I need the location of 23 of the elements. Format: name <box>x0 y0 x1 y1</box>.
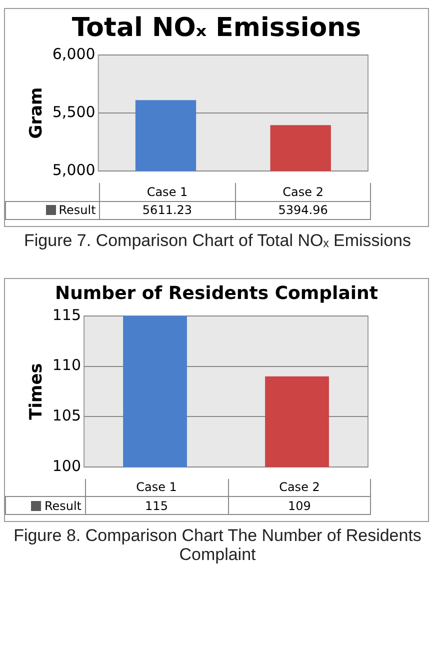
data-label: 109 <box>228 496 371 514</box>
y-axis-title: Times <box>26 362 47 420</box>
y-tick-label: 105 <box>52 406 82 424</box>
data-label: 115 <box>85 496 228 514</box>
x-tick-label: Case 1 <box>85 478 228 496</box>
x-tick-label: Case 2 <box>228 478 371 496</box>
x-tick-label: Case 1 <box>99 183 236 201</box>
y-tick-label: 110 <box>52 356 82 374</box>
y-tick-label: 5,000 <box>52 160 96 179</box>
y-axis-title: Gram <box>26 87 47 139</box>
data-label: 5394.96 <box>235 201 371 219</box>
text: Result <box>6 201 100 219</box>
chart-title: Number of Residents Complaint <box>54 282 379 304</box>
caption: Figure 8. Comparison Chart The Number of Residents Complaint <box>12 526 422 564</box>
y-tick-label: 6,000 <box>52 44 96 63</box>
y-tick-label: 100 <box>52 456 82 474</box>
chart-title: Total NOₓ Emissions <box>70 13 362 43</box>
y-tick-label: 5,500 <box>52 102 96 121</box>
caption: Figure 7. Comparison Chart of Total NOₓ Emissions <box>23 230 412 250</box>
x-tick-label: Case 2 <box>235 183 371 201</box>
data-label: 5611.23 <box>99 201 236 219</box>
text: Result <box>6 496 86 514</box>
y-tick-label: 115 <box>52 305 82 324</box>
